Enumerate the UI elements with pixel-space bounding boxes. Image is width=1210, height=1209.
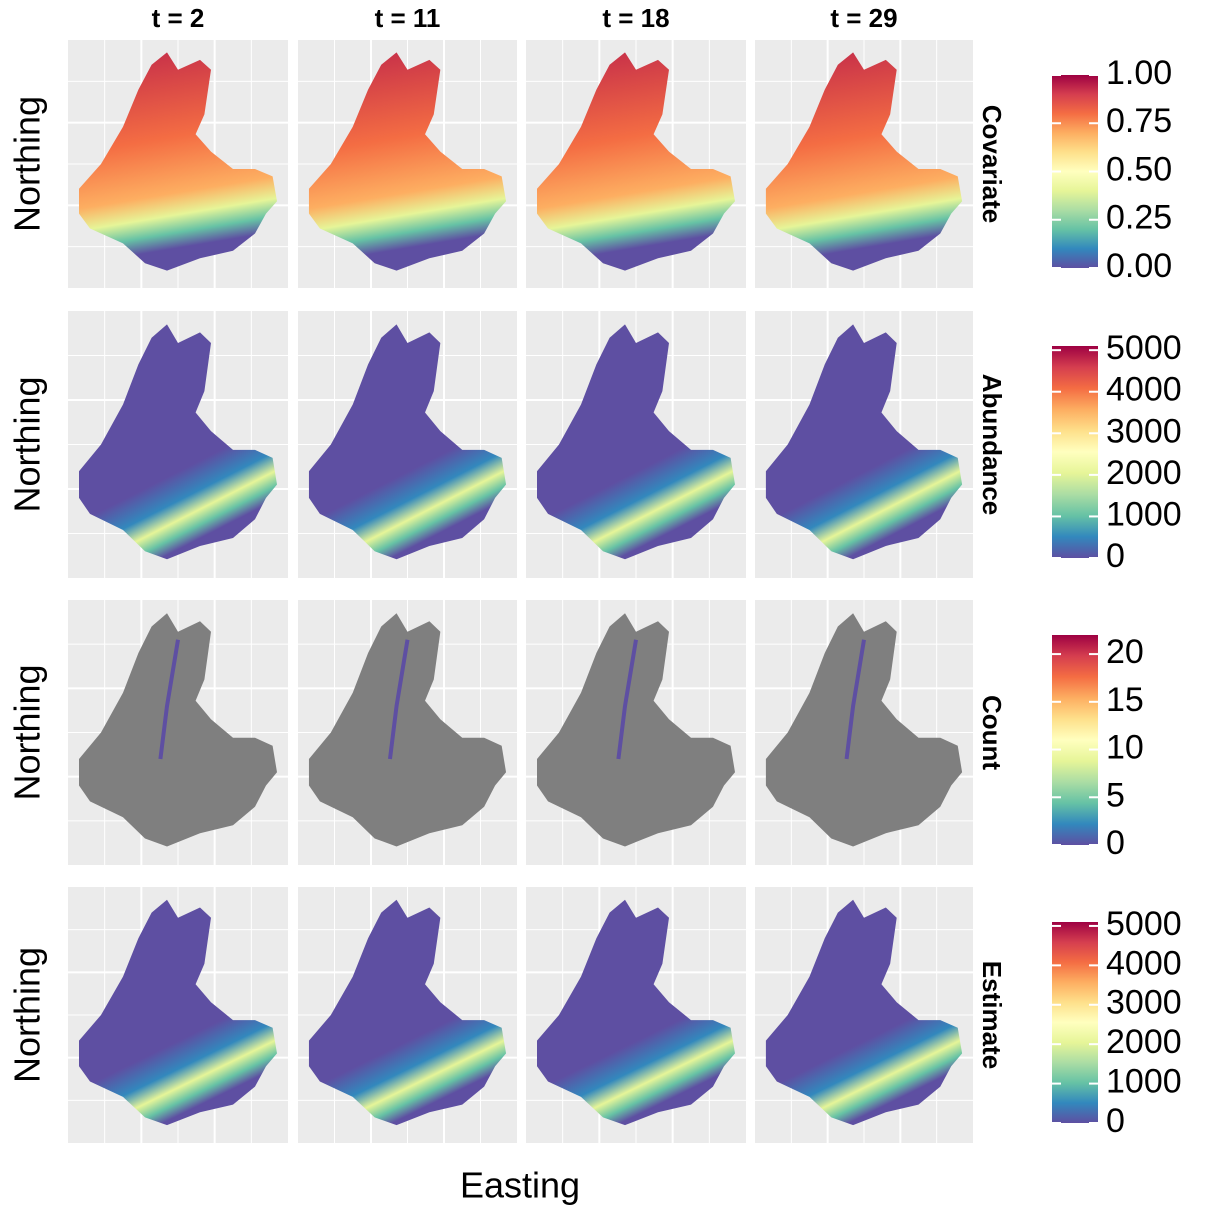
y-axis-label: Northing bbox=[7, 664, 48, 800]
map-region bbox=[79, 52, 277, 271]
colorbar-label: 15 bbox=[1106, 681, 1144, 719]
row-strip: Estimate bbox=[977, 961, 1007, 1069]
y-axis-label: Northing bbox=[7, 376, 48, 512]
colorbar-label: 0 bbox=[1106, 1102, 1125, 1140]
row-strip: Count bbox=[977, 695, 1007, 770]
map-region bbox=[537, 899, 735, 1126]
row-strip: Abundance bbox=[977, 374, 1007, 516]
map-region bbox=[765, 899, 963, 1126]
map-region bbox=[765, 324, 963, 560]
survey-track bbox=[387, 639, 410, 760]
map-region bbox=[537, 324, 735, 560]
colorbar-label: 1.00 bbox=[1106, 54, 1172, 92]
map-region bbox=[308, 899, 507, 1126]
row-strip: Covariate bbox=[977, 105, 1007, 224]
map-region bbox=[765, 613, 963, 847]
y-axis-label: Northing bbox=[7, 947, 48, 1083]
colorbar-label: 3000 bbox=[1106, 412, 1182, 450]
colorbar-label: 3000 bbox=[1106, 984, 1182, 1022]
column-strip: t = 11 bbox=[375, 3, 441, 33]
colorbar-label: 0 bbox=[1106, 537, 1125, 575]
colorbar bbox=[1052, 922, 1098, 1123]
colorbar-label: 1000 bbox=[1106, 1063, 1182, 1101]
colorbar-label: 4000 bbox=[1106, 944, 1182, 982]
map-region bbox=[79, 613, 277, 847]
colorbar-label: 0 bbox=[1106, 824, 1125, 862]
colorbar-label: 4000 bbox=[1106, 371, 1182, 409]
column-strip: t = 29 bbox=[830, 3, 897, 33]
map-region bbox=[308, 613, 507, 847]
map-region bbox=[537, 52, 735, 271]
colorbar-label: 20 bbox=[1106, 633, 1144, 671]
colorbar-label: 2000 bbox=[1106, 454, 1182, 492]
survey-track bbox=[158, 639, 180, 760]
map-region bbox=[537, 613, 735, 847]
map-region bbox=[308, 324, 507, 560]
column-strip: t = 18 bbox=[602, 3, 669, 33]
colorbar-label: 0.00 bbox=[1106, 247, 1172, 285]
colorbar-label: 5000 bbox=[1106, 905, 1182, 943]
colorbar-label: 5000 bbox=[1106, 329, 1182, 367]
colorbar-label: 10 bbox=[1106, 729, 1144, 767]
y-axis-label: Northing bbox=[7, 96, 48, 232]
colorbar-label: 0.75 bbox=[1106, 102, 1172, 140]
colorbar-label: 0.25 bbox=[1106, 199, 1172, 237]
survey-track bbox=[844, 639, 866, 760]
x-axis-label: Easting bbox=[460, 1165, 580, 1206]
colorbar-label: 5 bbox=[1106, 776, 1125, 814]
column-strip: t = 2 bbox=[152, 3, 205, 33]
survey-track bbox=[616, 639, 638, 760]
colorbar-label: 1000 bbox=[1106, 495, 1182, 533]
map-region bbox=[308, 52, 507, 271]
colorbar-label: 0.50 bbox=[1106, 150, 1172, 188]
map-region bbox=[79, 324, 277, 560]
colorbar bbox=[1052, 635, 1098, 845]
map-region bbox=[765, 52, 963, 271]
map-region bbox=[79, 899, 277, 1126]
colorbar bbox=[1052, 346, 1098, 558]
colorbar-label: 2000 bbox=[1106, 1023, 1182, 1061]
